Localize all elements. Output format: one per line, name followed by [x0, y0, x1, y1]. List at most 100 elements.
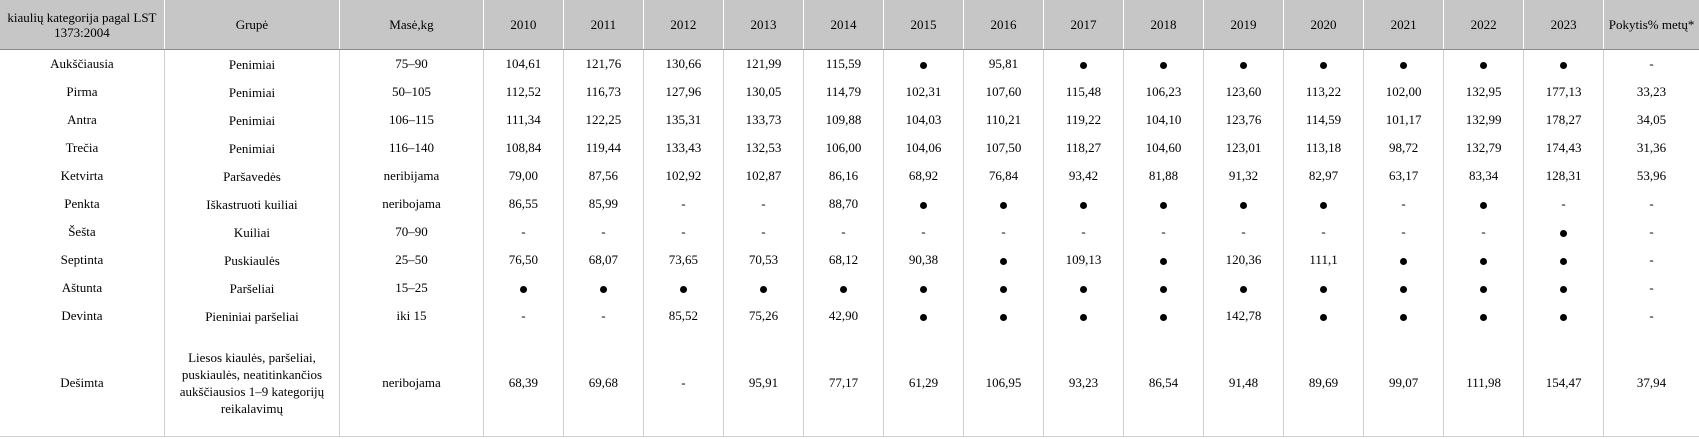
price-cell: 109,13 [1043, 246, 1125, 274]
dot-icon [1320, 61, 1328, 69]
price-cell: 91,32 [1203, 162, 1285, 190]
price-cell: 132,79 [1443, 134, 1525, 162]
dot-icon [999, 285, 1007, 293]
confidential-dot-icon [1363, 49, 1445, 78]
price-cell: - [1443, 218, 1525, 246]
confidential-dot-icon [1123, 49, 1205, 78]
category-cell: Šešta [0, 218, 165, 246]
price-cell: - [643, 330, 724, 437]
dot-icon [999, 257, 1007, 265]
price-cell: 95,81 [963, 49, 1045, 78]
price-cell: - [723, 190, 804, 218]
price-cell: 68,12 [803, 246, 884, 274]
dot-icon [519, 285, 527, 293]
change-cell: - [1649, 56, 1654, 71]
group-cell: Puskiaulės [164, 246, 341, 274]
change-cell: 31,36 [1636, 140, 1667, 155]
dot-icon [919, 201, 927, 209]
confidential-dot-icon [1283, 302, 1365, 330]
header-row: kiaulių kategorija pagal LST 1373:2004 G… [0, 0, 1699, 50]
header-year: 2011 [563, 0, 644, 50]
price-cell: 113,18 [1283, 134, 1365, 162]
price-cell: 107,60 [963, 78, 1045, 106]
price-cell: 111,34 [483, 106, 564, 134]
group-cell: Penimiai [164, 134, 341, 162]
group-cell: Paršeliai [164, 274, 341, 302]
price-cell: - [643, 218, 724, 246]
price-cell: - [803, 218, 884, 246]
price-cell: 93,23 [1043, 330, 1125, 437]
dot-icon [1080, 285, 1087, 293]
confidential-dot-icon [1523, 218, 1605, 246]
price-cell: 113,22 [1283, 78, 1365, 106]
category-cell: Aštunta [0, 274, 165, 302]
price-cell: 68,07 [563, 246, 644, 274]
price-cell: 132,99 [1443, 106, 1525, 134]
confidential-dot-icon [1283, 274, 1365, 302]
dot-icon [999, 313, 1007, 321]
price-cell: 104,61 [483, 49, 564, 78]
table-row: Pirma Penimiai 50–105 112,52 116,73 127,96 130… [0, 78, 1699, 106]
dot-icon [999, 201, 1007, 209]
header-year: 2010 [483, 0, 564, 50]
price-cell: 120,36 [1203, 246, 1285, 274]
price-cell: 130,05 [723, 78, 804, 106]
group-cell: Iškastruoti kuiliai [164, 190, 341, 218]
confidential-dot-icon [803, 274, 884, 302]
confidential-dot-icon [963, 190, 1045, 218]
price-cell: 154,47 [1523, 330, 1605, 437]
header-year: 2014 [803, 0, 884, 50]
mass-cell: 15–25 [339, 274, 484, 302]
confidential-dot-icon [1523, 274, 1605, 302]
confidential-dot-icon [1283, 49, 1365, 78]
price-cell: 112,52 [483, 78, 564, 106]
price-cell: 93,42 [1043, 162, 1125, 190]
price-cell: 119,44 [563, 134, 644, 162]
table-row: Šešta Kuiliai 70–90- - - - - - - - - - - - - - [0, 218, 1699, 246]
dot-icon [1240, 285, 1248, 293]
price-cell: - [563, 302, 644, 330]
header-change: Pokytis% metų* [1603, 0, 1699, 50]
price-cell: - [1123, 218, 1205, 246]
confidential-dot-icon [1443, 49, 1525, 78]
mass-cell: 25–50 [339, 246, 484, 274]
price-cell: - [483, 218, 564, 246]
group-cell: Penimiai [164, 78, 341, 106]
price-cell: 133,43 [643, 134, 724, 162]
price-cell: - [723, 218, 804, 246]
price-cell: 142,78 [1203, 302, 1285, 330]
header-year: 2020 [1283, 0, 1365, 50]
group-cell: Penimiai [164, 49, 341, 78]
change-cell: - [1649, 196, 1654, 211]
price-cell: 88,70 [803, 190, 884, 218]
confidential-dot-icon [1123, 302, 1205, 330]
category-cell: Penkta [0, 190, 165, 218]
price-cell: 95,91 [723, 330, 804, 437]
dot-icon [1080, 313, 1087, 321]
price-cell: 76,84 [963, 162, 1045, 190]
header-year: 2015 [883, 0, 964, 50]
dot-icon [1560, 61, 1568, 69]
confidential-dot-icon [1043, 302, 1125, 330]
dot-icon [1560, 229, 1568, 237]
confidential-dot-icon [643, 274, 724, 302]
price-cell: - [483, 302, 564, 330]
dot-icon [1160, 61, 1168, 69]
price-cell: 178,27 [1523, 106, 1605, 134]
price-cell: 81,88 [1123, 162, 1205, 190]
price-cell: 123,01 [1203, 134, 1285, 162]
price-cell: - [963, 218, 1045, 246]
price-cell: 102,00 [1363, 78, 1445, 106]
price-cell: 102,87 [723, 162, 804, 190]
confidential-dot-icon [1203, 49, 1285, 78]
price-cell: 121,76 [563, 49, 644, 78]
price-cell: 133,73 [723, 106, 804, 134]
price-cell: 68,92 [883, 162, 964, 190]
price-cell: 111,1 [1283, 246, 1365, 274]
confidential-dot-icon [1043, 274, 1125, 302]
price-cell: 101,17 [1363, 106, 1445, 134]
table-row: Septinta Puskiaulės 25–50 76,50 68,07 73,65 70… [0, 246, 1699, 274]
dot-icon [1400, 257, 1408, 265]
mass-cell: 70–90 [339, 218, 484, 246]
dot-icon [1480, 257, 1488, 265]
